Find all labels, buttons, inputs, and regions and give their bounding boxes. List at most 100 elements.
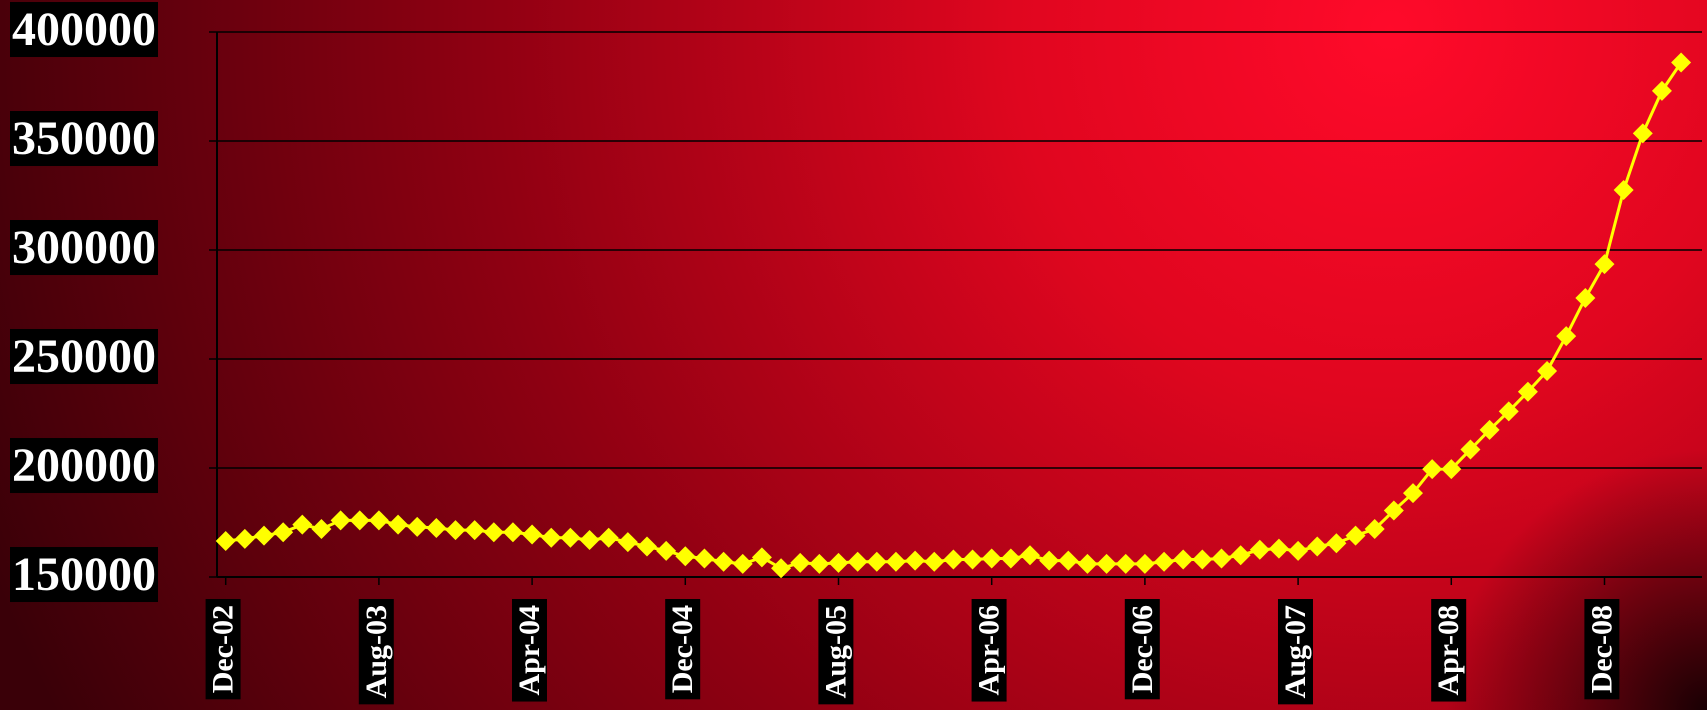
marker — [1154, 551, 1175, 572]
marker — [656, 540, 677, 561]
marker — [368, 510, 389, 531]
marker — [1613, 180, 1634, 201]
marker — [885, 551, 906, 572]
label-box — [10, 220, 158, 276]
label-box — [665, 599, 701, 700]
marker — [1058, 550, 1079, 571]
y-tick-label: 350000 — [12, 112, 156, 165]
label-box — [1431, 599, 1467, 702]
marker — [426, 517, 447, 538]
x-tick-label: Dec-08 — [1585, 605, 1618, 693]
marker — [388, 514, 409, 535]
marker — [694, 548, 715, 569]
marker — [713, 551, 734, 572]
marker — [847, 551, 868, 572]
marker — [1345, 525, 1366, 546]
marker — [407, 516, 428, 537]
y-tick-label: 250000 — [12, 330, 156, 383]
x-tick-label: Aug-07 — [1279, 605, 1312, 698]
marker — [1000, 548, 1021, 569]
marker — [790, 552, 811, 573]
x-tick-label: Apr-08 — [1432, 605, 1465, 696]
x-tick-label: Dec-04 — [666, 605, 699, 693]
marker — [1173, 549, 1194, 570]
marker — [522, 524, 543, 545]
y-tick-label: 400000 — [12, 3, 156, 56]
marker — [292, 514, 313, 535]
y-tick-label: 150000 — [12, 548, 156, 601]
marker — [962, 549, 983, 570]
marker — [330, 510, 351, 531]
y-tick-label: 200000 — [12, 439, 156, 492]
marker — [637, 536, 657, 557]
marker — [254, 525, 274, 546]
marker — [1651, 80, 1672, 101]
marker — [1211, 548, 1232, 569]
marker — [1498, 401, 1519, 422]
marker — [1403, 483, 1423, 504]
marker — [1460, 439, 1481, 460]
marker — [1575, 287, 1596, 308]
marker — [1020, 545, 1040, 566]
marker — [1479, 419, 1500, 440]
x-tick-label: Dec-06 — [1126, 605, 1159, 693]
x-tick-label: Dec-02 — [207, 605, 240, 693]
label-box — [1584, 599, 1620, 700]
marker — [905, 550, 926, 571]
label-box — [818, 599, 854, 705]
marker — [771, 558, 792, 579]
label-box — [1277, 599, 1313, 705]
marker — [464, 520, 485, 541]
marker — [1671, 52, 1692, 73]
marker — [866, 551, 887, 572]
marker — [560, 527, 581, 548]
label-box — [10, 2, 158, 58]
label-box — [205, 599, 241, 700]
marker — [1556, 326, 1577, 347]
marker — [598, 527, 619, 548]
label-box — [10, 547, 158, 603]
marker — [445, 520, 466, 541]
label-box — [10, 111, 158, 167]
marker — [1364, 519, 1385, 540]
marker — [483, 522, 504, 543]
marker — [675, 546, 696, 567]
marker — [1517, 381, 1538, 402]
marker — [1115, 553, 1136, 574]
marker — [617, 532, 638, 553]
label-box — [10, 329, 158, 385]
label-box — [971, 599, 1007, 702]
marker — [809, 553, 830, 574]
marker — [1383, 500, 1404, 521]
marker — [579, 529, 600, 550]
marker — [1441, 459, 1462, 480]
marker — [924, 551, 945, 572]
marker — [311, 519, 332, 540]
marker — [541, 527, 562, 548]
marker — [943, 549, 964, 570]
marker — [1096, 553, 1117, 574]
x-tick-label: Aug-05 — [819, 605, 852, 698]
label-box — [1124, 599, 1160, 700]
marker — [1039, 550, 1060, 571]
x-tick-label: Aug-03 — [360, 605, 393, 698]
marker — [215, 531, 236, 552]
x-tick-label: Apr-06 — [973, 605, 1006, 696]
marker — [1422, 459, 1443, 480]
marker — [1537, 360, 1558, 381]
x-tick-label: Apr-04 — [513, 605, 546, 696]
marker — [1288, 540, 1309, 561]
marker — [751, 547, 772, 568]
marker — [1632, 123, 1653, 144]
marker — [349, 510, 370, 531]
y-tick-label: 300000 — [12, 221, 156, 274]
label-box — [10, 438, 158, 494]
marker — [1326, 533, 1347, 554]
label-box — [358, 599, 394, 705]
marker — [1268, 538, 1289, 559]
marker — [732, 553, 753, 574]
marker — [234, 528, 255, 549]
marker — [1134, 553, 1155, 574]
